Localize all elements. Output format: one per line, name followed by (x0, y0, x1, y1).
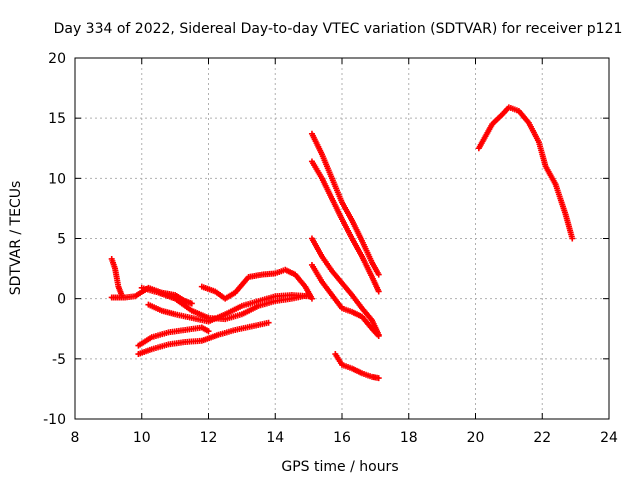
data-point (375, 271, 382, 278)
series-track-6 (135, 324, 212, 349)
series-track-5 (198, 266, 315, 302)
series-track-11 (308, 261, 382, 339)
x-tick-label: 8 (71, 430, 80, 446)
y-axis-label: SDTVAR / TECUs (8, 181, 24, 296)
y-tick-label: 0 (57, 292, 66, 308)
data-point (265, 319, 272, 326)
series-track-8 (308, 130, 382, 278)
x-tick-label: 14 (266, 430, 284, 446)
y-tick-labels: -10 -5 0 5 10 15 20 (43, 51, 66, 428)
series-track-1 (108, 255, 125, 299)
x-tick-label: 18 (400, 430, 418, 446)
data-point (205, 328, 212, 335)
data-point (188, 300, 195, 307)
data-point (375, 332, 382, 339)
y-tick-label: 15 (48, 111, 66, 127)
series-track-12 (332, 351, 382, 382)
y-tick-label: 20 (48, 51, 66, 67)
series-track-10 (308, 235, 382, 338)
series-track-9 (308, 158, 382, 295)
x-tick-label: 12 (200, 430, 218, 446)
data-point (569, 235, 576, 242)
x-tick-label: 16 (333, 430, 351, 446)
data-point (375, 288, 382, 295)
chart-title: Day 334 of 2022, Sidereal Day-to-day VTE… (54, 21, 623, 37)
x-tick-labels: 8 10 12 14 16 18 20 22 24 (71, 430, 618, 446)
y-tick-label: 5 (57, 232, 66, 248)
grid (75, 58, 609, 419)
y-tick-label: -10 (43, 412, 66, 428)
x-tick-label: 22 (533, 430, 551, 446)
data-point (375, 375, 382, 382)
axis-ticks (74, 57, 610, 420)
x-tick-label: 24 (600, 430, 618, 446)
x-axis-label: GPS time / hours (281, 459, 398, 475)
y-tick-label: 10 (48, 171, 66, 187)
data-point (308, 295, 315, 302)
data-series (108, 104, 576, 382)
series-track-7 (135, 319, 272, 358)
y-tick-label: -5 (52, 352, 66, 368)
series-track-4 (145, 292, 312, 325)
x-tick-label: 20 (467, 430, 485, 446)
series-track-13 (475, 104, 576, 242)
x-tick-label: 10 (133, 430, 151, 446)
